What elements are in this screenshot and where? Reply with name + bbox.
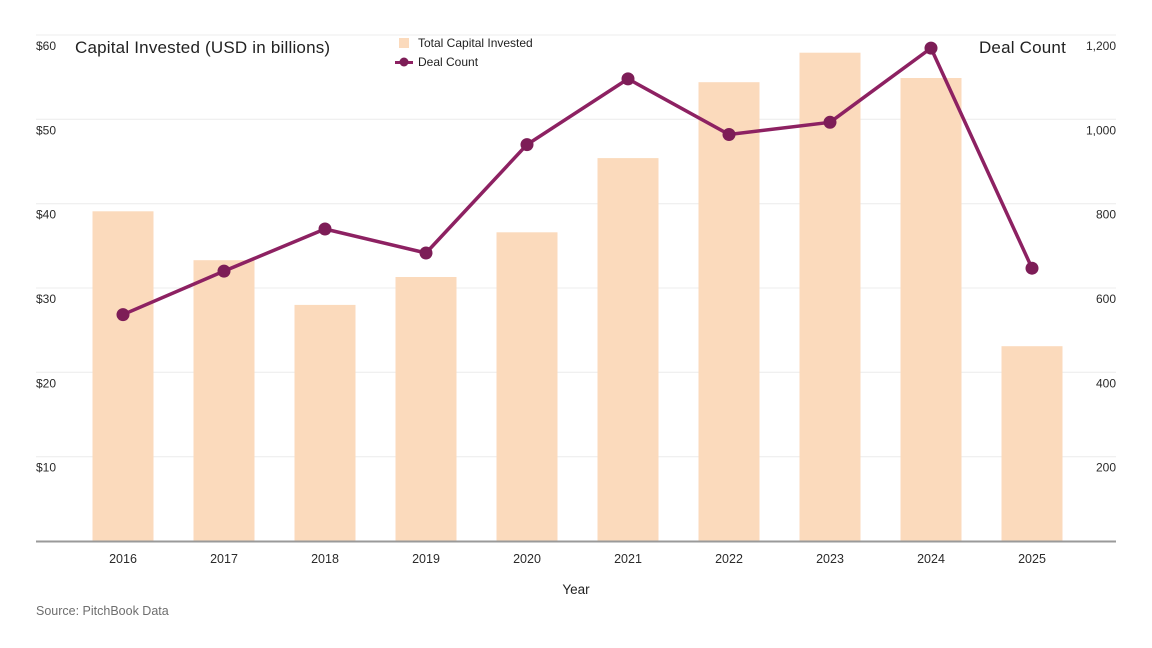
point-2016[interactable]	[116, 308, 130, 322]
point-2022[interactable]	[722, 128, 736, 141]
bar-2024[interactable]	[900, 78, 962, 541]
point-2018[interactable]	[318, 222, 332, 236]
left-axis-title: Capital Invested (USD in billions)	[75, 38, 331, 57]
x-tick-2022: 2022	[715, 552, 743, 566]
bar-2017[interactable]	[193, 260, 255, 541]
x-tick-2023: 2023	[816, 552, 844, 566]
right-axis-title: Deal Count	[978, 38, 1066, 57]
right-axis-tick: 600	[1096, 292, 1116, 306]
x-tick-2016: 2016	[109, 552, 137, 566]
legend-label-deal-count: Deal Count	[418, 55, 479, 69]
x-axis-title: Year	[562, 582, 590, 597]
left-axis-tick: $20	[36, 376, 56, 390]
bar-2021[interactable]	[597, 158, 659, 541]
x-tick-2024: 2024	[917, 552, 945, 566]
legend-item-total-capital[interactable]: Total Capital Invested	[395, 36, 533, 50]
right-axis-tick: 1,000	[1086, 123, 1116, 137]
bar-2023[interactable]	[799, 52, 861, 541]
deal-count-line[interactable]	[121, 46, 1034, 317]
left-axis-tick: $40	[36, 208, 56, 222]
left-axis-tick: $50	[36, 123, 56, 137]
point-2024[interactable]	[924, 41, 938, 55]
x-tick-2021: 2021	[614, 552, 642, 566]
left-axis-tick: $60	[36, 39, 56, 53]
point-2025[interactable]	[1025, 261, 1039, 275]
line-swatch-icon	[395, 56, 413, 68]
left-axis-tick: $30	[36, 292, 56, 306]
x-tick-2018: 2018	[311, 552, 339, 566]
legend-label-total-capital: Total Capital Invested	[418, 36, 533, 50]
legend: Total Capital Invested Deal Count	[395, 36, 533, 69]
bar-2025[interactable]	[1001, 346, 1063, 541]
legend-item-deal-count[interactable]: Deal Count	[395, 55, 533, 69]
bar-2022[interactable]	[698, 82, 760, 541]
bar-2018[interactable]	[294, 304, 356, 541]
bar-2020[interactable]	[496, 232, 558, 542]
point-2020[interactable]	[520, 138, 534, 152]
x-tick-2017: 2017	[210, 552, 238, 566]
bar-2016[interactable]	[92, 211, 154, 542]
right-axis-tick: 800	[1096, 208, 1116, 222]
point-2017[interactable]	[217, 264, 231, 278]
source-note: Source: PitchBook Data	[36, 604, 169, 618]
x-tick-2025: 2025	[1018, 552, 1046, 566]
right-axis-tick: 400	[1096, 376, 1116, 390]
right-axis-tick: 1,200	[1086, 39, 1116, 53]
point-2023[interactable]	[823, 115, 837, 129]
x-tick-2020: 2020	[513, 552, 541, 566]
point-2019[interactable]	[419, 246, 433, 260]
point-2021[interactable]	[621, 72, 635, 86]
left-axis-tick: $10	[36, 461, 56, 475]
bar-2019[interactable]	[395, 277, 457, 541]
x-tick-2019: 2019	[412, 552, 440, 566]
right-axis-tick: 200	[1096, 461, 1116, 475]
bar-swatch-icon	[395, 37, 413, 49]
